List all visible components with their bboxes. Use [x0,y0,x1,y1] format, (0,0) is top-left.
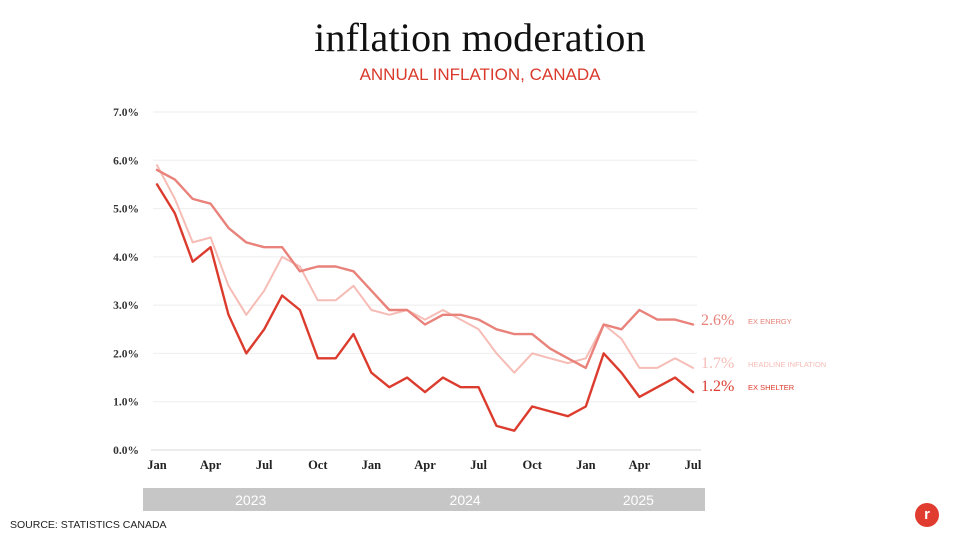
series-line-ex-shelter [155,183,695,432]
x-tick-label: Jan [147,458,167,472]
x-tick-label: Apr [414,458,436,472]
y-tick-label: 7.0% [113,107,139,119]
x-tick-label: Jan [576,458,596,472]
year-band [143,488,359,511]
x-tick-label: Apr [629,458,651,472]
x-tick-label: Oct [308,458,328,472]
series-name-label: EX ENERGY [748,317,792,326]
series-end-value: 1.2% [701,378,734,395]
x-tick-label: Jul [685,458,702,472]
chart-title: inflation moderation [314,15,646,60]
x-tick-label: Jul [256,458,273,472]
x-tick-label: Jan [362,458,382,472]
y-tick-label: 3.0% [113,300,139,312]
y-tick-label: 4.0% [113,252,139,264]
series-line-headline [156,164,694,374]
x-tick-label: Oct [522,458,542,472]
x-tick-label: Apr [200,458,222,472]
series-line-ex-energy [155,168,695,370]
y-tick-label: 2.0% [113,348,139,360]
series-end-value: 2.6% [701,312,734,329]
y-tick-label: 1.0% [113,397,139,409]
series-name-label: HEADLINE INFLATION [748,360,826,369]
chart-subtitle: ANNUAL INFLATION, CANADA [359,65,601,84]
y-tick-label: 5.0% [113,204,139,216]
source-note: SOURCE: STATISTICS CANADA [10,519,167,531]
year-band [571,488,705,511]
year-band-label: 2023 [235,492,266,508]
series-name-label: EX SHELTER [748,383,795,392]
year-band-label: 2025 [623,492,654,508]
year-band [357,488,573,511]
brand-logo-icon: r [915,503,939,527]
x-tick-label: Jul [470,458,487,472]
series-end-value: 1.7% [701,355,734,372]
year-band-label: 2024 [450,492,481,508]
y-tick-label: 6.0% [113,155,139,167]
y-tick-label: 0.0% [113,445,139,457]
